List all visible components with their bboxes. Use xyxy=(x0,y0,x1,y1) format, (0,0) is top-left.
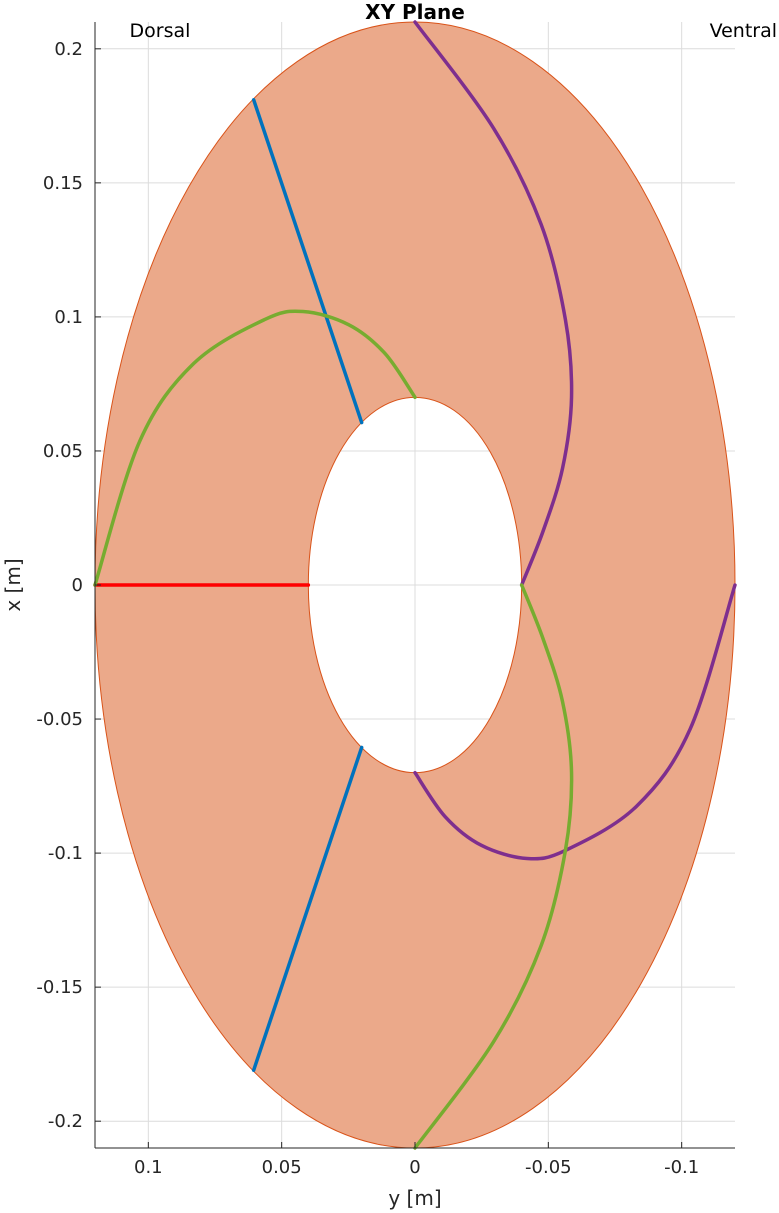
annotation-dorsal: Dorsal xyxy=(130,20,191,42)
series-line-2 xyxy=(251,745,364,1072)
series-lines xyxy=(93,20,737,1150)
tick-labels: 0.1 0.05 0 -0.05 -0.1 0.2 0.15 0.1 0.05 0 -0.05 -0.… xyxy=(36,39,699,1178)
y-tick-label-2: 0.1 xyxy=(54,307,83,328)
series-line-6 xyxy=(413,583,574,1150)
y-tick-label-4: 0 xyxy=(72,575,83,596)
y-tick-label-3: 0.05 xyxy=(43,441,83,462)
y-tick-label-1: 0.15 xyxy=(43,173,83,194)
axes xyxy=(94,22,735,1149)
y-tick-label-0: 0.2 xyxy=(54,39,83,60)
x-tick-label-2: 0 xyxy=(409,1157,420,1178)
series-line-5 xyxy=(93,309,417,587)
y-tick-label-6: -0.1 xyxy=(48,843,83,864)
series-line-1 xyxy=(251,97,364,425)
x-tick-label-3: -0.05 xyxy=(525,1157,572,1178)
x-tick-label-0: 0.1 xyxy=(134,1157,163,1178)
x-axis-label: y [m] xyxy=(388,1186,441,1210)
annotation-ventral: Ventral xyxy=(710,20,777,42)
y-axis-label: x [m] xyxy=(1,558,25,611)
y-tick-label-7: -0.15 xyxy=(36,977,83,998)
chart-title: XY Plane xyxy=(365,0,465,24)
y-tick-label-8: -0.2 xyxy=(48,1111,83,1132)
x-tick-label-1: 0.05 xyxy=(262,1157,302,1178)
x-tick-label-4: -0.1 xyxy=(664,1157,699,1178)
series-line-3 xyxy=(413,20,574,587)
y-tick-label-5: -0.05 xyxy=(36,709,83,730)
